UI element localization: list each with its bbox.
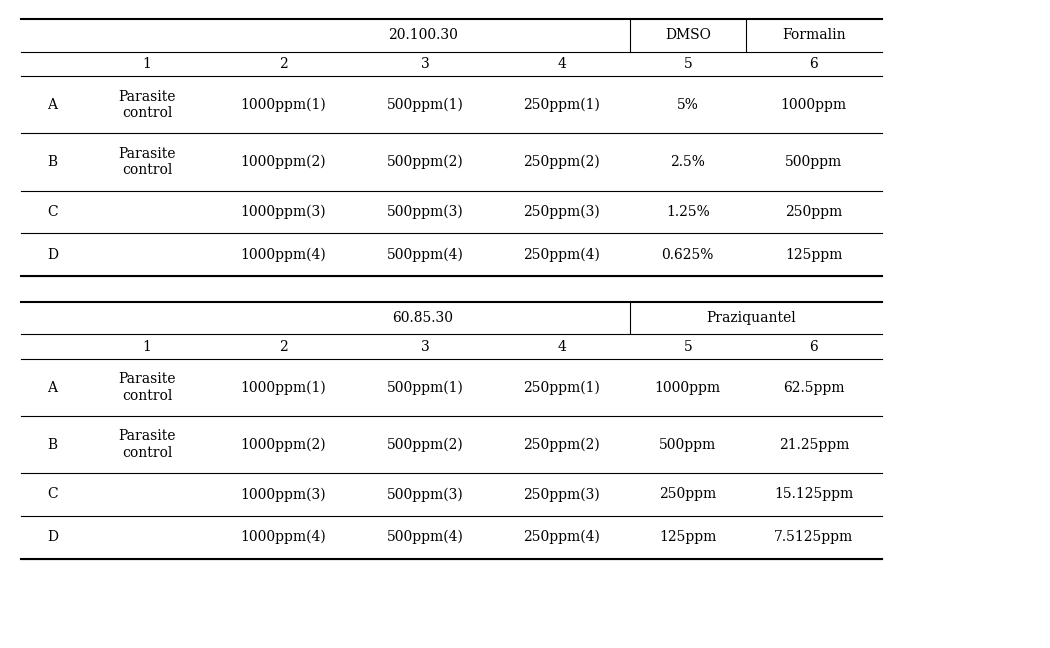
Text: 1000ppm(4): 1000ppm(4) — [240, 248, 327, 262]
Text: Parasite
control: Parasite control — [119, 90, 175, 120]
Text: 1000ppm(3): 1000ppm(3) — [240, 205, 327, 219]
Text: B: B — [47, 437, 58, 452]
Text: 250ppm: 250ppm — [785, 205, 842, 219]
Text: 1000ppm(1): 1000ppm(1) — [240, 98, 327, 112]
Text: 3: 3 — [421, 57, 429, 71]
Text: 6: 6 — [810, 340, 818, 354]
Text: Parasite
control: Parasite control — [119, 147, 175, 177]
Text: C: C — [47, 205, 58, 219]
Text: 500ppm: 500ppm — [785, 155, 842, 169]
Text: 500ppm(4): 500ppm(4) — [386, 530, 464, 544]
Text: 500ppm(1): 500ppm(1) — [386, 98, 464, 112]
Text: 5: 5 — [684, 340, 692, 354]
Text: 3: 3 — [421, 340, 429, 354]
Text: Praziquantel: Praziquantel — [706, 311, 796, 325]
Text: 7.5125ppm: 7.5125ppm — [774, 530, 854, 544]
Text: 1000ppm(1): 1000ppm(1) — [240, 380, 327, 395]
Text: C: C — [47, 487, 58, 502]
Text: 60.85.30: 60.85.30 — [392, 311, 454, 325]
Text: 250ppm(1): 250ppm(1) — [523, 380, 601, 395]
Text: 250ppm(2): 250ppm(2) — [523, 437, 601, 452]
Text: 5: 5 — [684, 57, 692, 71]
Text: 6: 6 — [810, 57, 818, 71]
Text: Parasite
control: Parasite control — [119, 430, 175, 459]
Text: 500ppm(3): 500ppm(3) — [386, 205, 464, 219]
Text: 250ppm(2): 250ppm(2) — [523, 155, 601, 169]
Text: 2: 2 — [279, 57, 288, 71]
Text: 1000ppm: 1000ppm — [781, 98, 846, 112]
Text: A: A — [47, 98, 58, 112]
Text: 0.625%: 0.625% — [662, 248, 714, 262]
Text: 250ppm(1): 250ppm(1) — [523, 98, 601, 112]
Text: 500ppm: 500ppm — [659, 437, 716, 452]
Text: 125ppm: 125ppm — [659, 530, 716, 544]
Text: 1000ppm(4): 1000ppm(4) — [240, 530, 327, 544]
Text: 500ppm(4): 500ppm(4) — [386, 248, 464, 262]
Text: 500ppm(1): 500ppm(1) — [386, 380, 464, 395]
Text: 125ppm: 125ppm — [785, 248, 842, 262]
Text: 21.25ppm: 21.25ppm — [778, 437, 849, 452]
Text: 1000ppm(2): 1000ppm(2) — [240, 155, 327, 169]
Text: 1.25%: 1.25% — [666, 205, 710, 219]
Text: 250ppm(3): 250ppm(3) — [523, 487, 601, 502]
Text: 250ppm(3): 250ppm(3) — [523, 205, 601, 219]
Text: 500ppm(2): 500ppm(2) — [386, 155, 464, 169]
Text: 4: 4 — [558, 340, 566, 354]
Text: 250ppm: 250ppm — [659, 487, 716, 502]
Text: 2: 2 — [279, 340, 288, 354]
Text: 4: 4 — [558, 57, 566, 71]
Text: Parasite
control: Parasite control — [119, 373, 175, 402]
Text: 1000ppm(3): 1000ppm(3) — [240, 487, 327, 502]
Text: B: B — [47, 155, 58, 169]
Text: 1: 1 — [143, 57, 151, 71]
Text: 1: 1 — [143, 340, 151, 354]
Text: D: D — [47, 530, 58, 544]
Text: 2.5%: 2.5% — [670, 155, 706, 169]
Text: 15.125ppm: 15.125ppm — [774, 487, 854, 502]
Text: 1000ppm: 1000ppm — [655, 380, 720, 395]
Text: A: A — [47, 380, 58, 395]
Text: D: D — [47, 248, 58, 262]
Text: 1000ppm(2): 1000ppm(2) — [240, 437, 327, 452]
Text: 5%: 5% — [677, 98, 698, 112]
Text: 250ppm(4): 250ppm(4) — [523, 248, 601, 262]
Text: DMSO: DMSO — [665, 29, 711, 43]
Text: Formalin: Formalin — [782, 29, 845, 43]
Text: 250ppm(4): 250ppm(4) — [523, 530, 601, 544]
Text: 62.5ppm: 62.5ppm — [783, 380, 844, 395]
Text: 20.100.30: 20.100.30 — [387, 29, 458, 43]
Text: 500ppm(2): 500ppm(2) — [386, 437, 464, 452]
Text: 500ppm(3): 500ppm(3) — [386, 487, 464, 502]
